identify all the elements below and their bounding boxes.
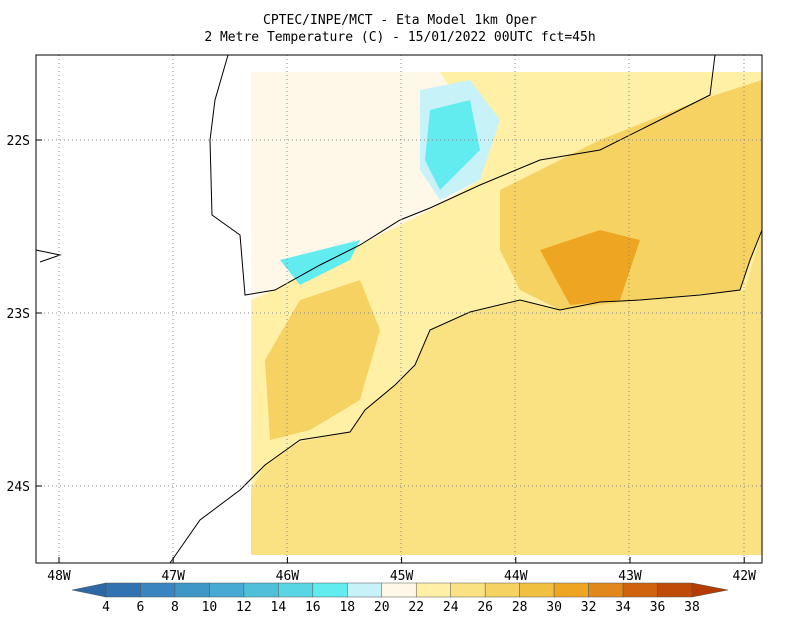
cold-area (425, 100, 480, 190)
colorbar-label: 28 (512, 600, 528, 615)
lat-label: 24S (7, 480, 30, 495)
subtitle: 2 Metre Temperature (C) - 15/01/2022 00U… (204, 30, 595, 45)
lat-label: 22S (7, 134, 30, 149)
colorbar-label: 18 (339, 600, 355, 615)
grid (36, 55, 762, 563)
colorbar-label: 20 (374, 600, 390, 615)
colorbar-label: 36 (650, 600, 666, 615)
colorbar-box (622, 582, 658, 598)
warm-area (265, 280, 380, 440)
colorbar-box (209, 582, 245, 598)
cold-area (280, 240, 360, 285)
title: CPTEC/INPE/MCT - Eta Model 1km Oper (263, 13, 537, 28)
map-frame (35, 54, 763, 564)
colorbar-label: 4 (102, 600, 110, 615)
axis-labels: 48W 47W 46W 45W 44W 43W 42W 22S 23S 24S (7, 134, 757, 584)
lon-label: 42W (732, 569, 756, 584)
colorbar-box (312, 582, 348, 598)
colorbar-box (553, 582, 589, 598)
lon-label: 46W (276, 569, 300, 584)
colorbar-arrow (71, 582, 107, 598)
colorbar-label: 24 (443, 600, 459, 615)
colorbar-box (588, 582, 624, 598)
colorbar-label: 34 (615, 600, 631, 615)
colorbar-box (243, 582, 279, 598)
hot-area (540, 230, 640, 305)
colorbar-box (415, 582, 451, 598)
lon-label: 44W (504, 569, 528, 584)
lon-label: 48W (47, 569, 71, 584)
colorbar-label: 22 (408, 600, 424, 615)
colorbar-label: 30 (546, 600, 562, 615)
colorbar-label: 6 (137, 600, 145, 615)
colorbar-label: 16 (305, 600, 321, 615)
colorbar-box (347, 582, 383, 598)
colorbar-label: 12 (236, 600, 252, 615)
colorbar-box (278, 582, 314, 598)
colorbar-box (484, 582, 520, 598)
colorbar-box (140, 582, 176, 598)
map-field (251, 72, 762, 555)
colorbar-box (657, 582, 693, 598)
colorbar-arrow (691, 582, 729, 598)
colorbar-box (105, 582, 141, 598)
lon-label: 45W (390, 569, 414, 584)
colorbar: 4 6 8 10 12 14 16 18 20 22 24 26 28 30 32 34 36 38 (71, 582, 729, 615)
lon-label: 43W (618, 569, 642, 584)
colorbar-box (519, 582, 555, 598)
lat-label: 23S (7, 307, 30, 322)
colorbar-label: 26 (477, 600, 493, 615)
colorbar-box (381, 582, 417, 598)
colorbar-label: 10 (202, 600, 218, 615)
colorbar-box (450, 582, 486, 598)
colorbar-label: 32 (581, 600, 597, 615)
colorbar-label: 14 (271, 600, 287, 615)
colorbar-label: 8 (171, 600, 179, 615)
colorbar-box (174, 582, 210, 598)
colorbar-label: 38 (684, 600, 700, 615)
lon-label: 47W (161, 569, 185, 584)
